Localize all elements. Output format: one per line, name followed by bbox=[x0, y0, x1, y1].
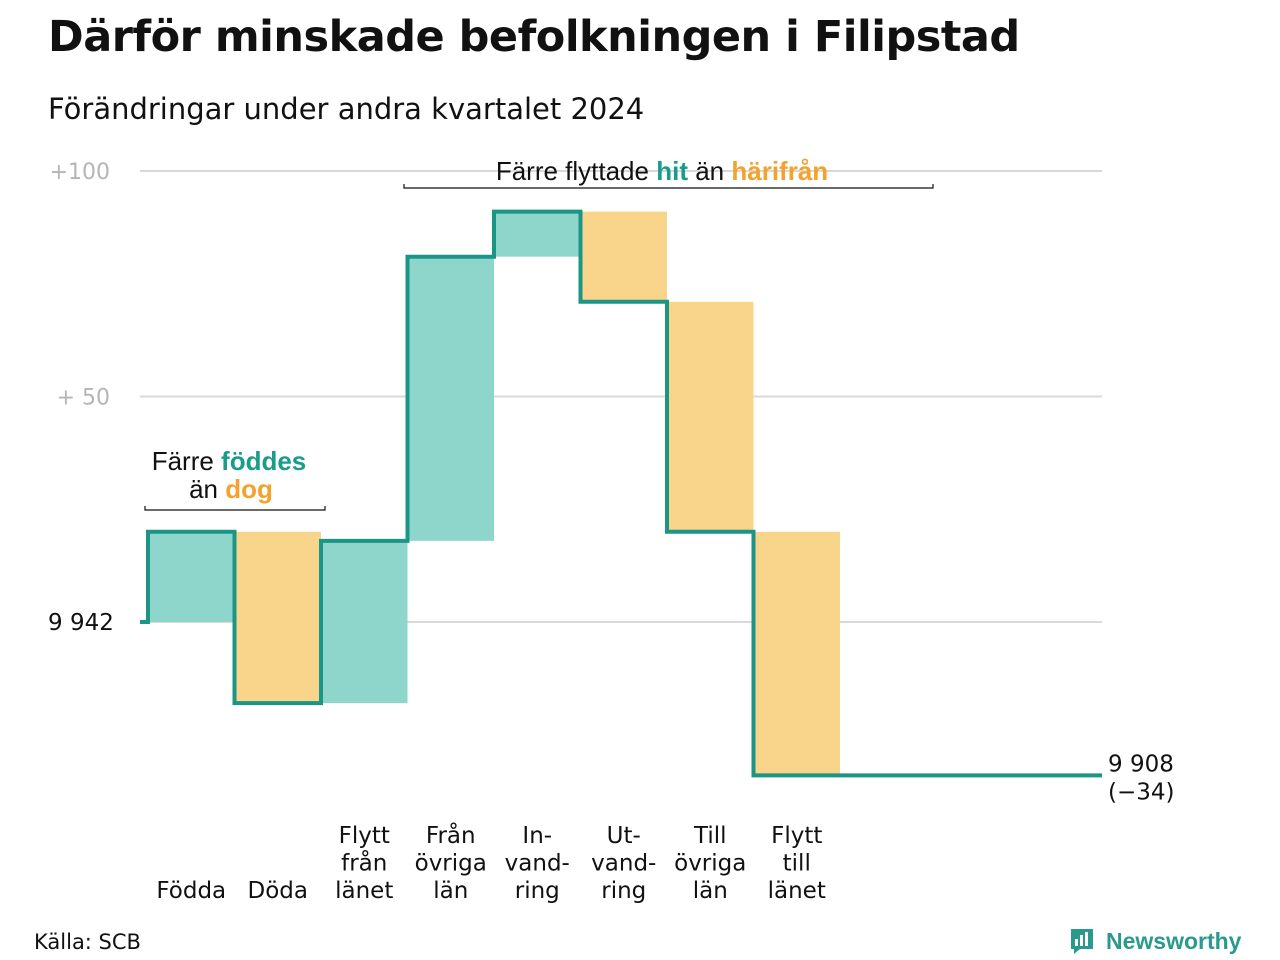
chart-subtitle: Förändringar under andra kvartalet 2024 bbox=[48, 92, 645, 126]
waterfall-bar bbox=[407, 256, 494, 541]
annotation-bracket bbox=[144, 506, 326, 511]
chart-title: Därför minskade befolkningen i Filipstad bbox=[48, 12, 1020, 62]
waterfall-bar bbox=[494, 211, 581, 257]
brand-name: Newsworthy bbox=[1106, 927, 1242, 954]
end-change-label: (−34) bbox=[1108, 779, 1174, 805]
annotation-bracket bbox=[403, 184, 934, 189]
waterfall-bar bbox=[321, 540, 408, 704]
category-label: Döda bbox=[248, 878, 308, 904]
y-tick-label: +100 bbox=[50, 160, 110, 185]
start-value-label: 9 942 bbox=[48, 610, 114, 636]
annotation-births-deaths: Färre föddes bbox=[152, 446, 307, 476]
category-label: In-vand-ring bbox=[505, 823, 570, 904]
waterfall-bar bbox=[580, 211, 667, 302]
cumulative-step-line bbox=[140, 209, 1102, 778]
category-label: Flytt till länet bbox=[768, 823, 826, 904]
category-label: Ut-vand-ring bbox=[591, 823, 656, 904]
category-label: Till övriga län bbox=[674, 823, 746, 904]
category-label: Födda bbox=[156, 878, 226, 904]
brand-logo: Newsworthy bbox=[1068, 924, 1241, 958]
bar-chart-speech-icon bbox=[1071, 929, 1093, 954]
annotation-births-deaths-line2: än dog bbox=[189, 474, 273, 504]
annotation-migration: Färre flyttade hit än härifrån bbox=[496, 156, 828, 186]
waterfall-bar bbox=[148, 531, 235, 622]
waterfall-bar bbox=[667, 301, 754, 532]
waterfall-bar bbox=[753, 531, 840, 776]
y-tick-label: + 50 bbox=[57, 386, 110, 411]
source-note: Källa: SCB bbox=[34, 930, 141, 954]
end-value-label: 9 908 bbox=[1108, 751, 1174, 777]
category-label: Flytt från länet bbox=[335, 823, 393, 904]
waterfall-bar bbox=[234, 531, 321, 704]
category-label: Från övriga län bbox=[415, 821, 487, 904]
